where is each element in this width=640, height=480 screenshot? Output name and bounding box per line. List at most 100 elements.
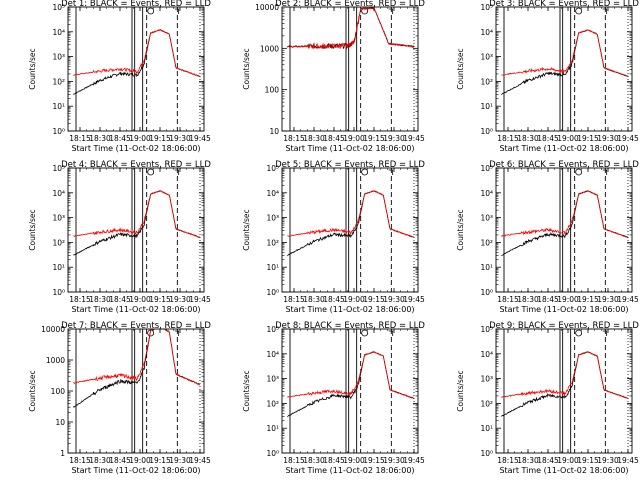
y-tick-label: 10¹ [266, 424, 279, 433]
y-axis-label: Counts/sec [456, 209, 465, 250]
x-tick-label: 18:15 [497, 134, 519, 143]
x-tick-label: 18:15 [283, 134, 305, 143]
plot-frame [495, 6, 633, 132]
x-axis-label: Start Time (11-Oct-02 18:06:00) [285, 466, 414, 475]
y-tick-label: 100 [51, 387, 66, 396]
saturation-marker [361, 329, 369, 337]
attenuator-marker [602, 330, 608, 336]
events-series-line [286, 7, 415, 50]
x-tick-label: 19:45 [617, 295, 639, 304]
x-tick-label: 19:00 [557, 295, 579, 304]
y-tick-label: 10 [269, 127, 279, 136]
lld-series-line [501, 29, 629, 77]
y-axis-label: Counts/sec [28, 209, 37, 250]
event-markers [75, 168, 201, 292]
y-tick-label: 10² [52, 238, 65, 247]
plot-title: Det 4: BLACK = Events, RED = LLD [61, 160, 211, 170]
y-tick-label: 10³ [266, 375, 279, 384]
lld-series-line [501, 190, 628, 238]
plot-panel-1: Det 1: BLACK = Events, RED = LLD 10⁰ 10¹ 10… [28, 0, 211, 153]
plot-panel-2: Det 2: BLACK = Events, RED = LLD 10 100 100… [242, 0, 425, 153]
y-tick-label: 10⁴ [480, 28, 493, 37]
plot-title: Det 6: BLACK = Events, RED = LLD [489, 160, 639, 170]
x-tick-label: 18:30 [303, 456, 325, 465]
y-tick-label: 10⁴ [480, 189, 493, 198]
x-tick-label: 18:15 [283, 295, 305, 304]
y-tick-label: 10⁴ [266, 350, 279, 359]
x-axis-label: Start Time (11-Oct-02 18:06:00) [499, 305, 628, 314]
x-tick-label: 19:15 [577, 134, 599, 143]
attenuator-marker [388, 330, 394, 336]
y-tick-label: 10³ [480, 53, 493, 62]
saturation-marker [575, 168, 583, 176]
y-axis-label: Counts/sec [456, 370, 465, 411]
events-series-line [73, 29, 200, 95]
x-tick-label: 18:30 [303, 134, 325, 143]
x-tick-label: 19:00 [557, 134, 579, 143]
event-markers [289, 168, 415, 292]
y-axis-label: Counts/sec [242, 48, 251, 89]
y-tick-label: 10² [52, 77, 65, 86]
x-tick-label: 18:15 [69, 134, 91, 143]
saturation-marker [147, 7, 155, 15]
event-markers [75, 329, 201, 453]
x-tick-label: 19:45 [189, 295, 211, 304]
x-tick-label: 19:30 [383, 456, 405, 465]
plot-frame [281, 6, 419, 132]
plot-frame [281, 328, 419, 454]
x-tick-label: 19:45 [403, 456, 425, 465]
y-tick-label: 10⁰ [480, 127, 493, 136]
x-tick-label: 18:15 [283, 456, 305, 465]
x-tick-label: 18:45 [323, 456, 345, 465]
y-tick-label: 1 [60, 449, 65, 458]
y-tick-label: 10¹ [480, 102, 493, 111]
y-tick-label: 10⁵ [480, 3, 493, 12]
plot-frame [67, 328, 205, 454]
x-tick-label: 18:15 [497, 456, 519, 465]
attenuator-marker [602, 8, 608, 14]
y-tick-label: 10¹ [52, 263, 65, 272]
x-tick-label: 19:30 [169, 456, 191, 465]
y-tick-label: 10⁵ [52, 164, 65, 173]
x-tick-label: 18:45 [109, 134, 131, 143]
series-group [287, 351, 414, 418]
lld-series-line [73, 190, 200, 238]
y-tick-label: 10⁰ [266, 449, 279, 458]
y-tick-label: 10³ [480, 375, 493, 384]
x-tick-label: 19:00 [557, 456, 579, 465]
series-group [73, 29, 200, 95]
y-tick-label: 10¹ [52, 102, 65, 111]
y-tick-label: 10² [480, 238, 493, 247]
y-tick-label: 10⁴ [52, 28, 65, 37]
y-tick-label: 10¹ [480, 424, 493, 433]
x-tick-label: 19:00 [129, 456, 151, 465]
y-tick-label: 10⁰ [266, 288, 279, 297]
attenuator-marker [174, 8, 180, 14]
x-tick-label: 19:00 [343, 456, 365, 465]
saturation-marker [361, 168, 369, 176]
series-group [72, 329, 200, 408]
x-tick-label: 18:30 [89, 295, 111, 304]
x-tick-label: 19:45 [403, 295, 425, 304]
x-tick-label: 19:15 [363, 295, 385, 304]
x-tick-label: 19:30 [383, 295, 405, 304]
plot-title: Det 9: BLACK = Events, RED = LLD [489, 321, 639, 331]
y-axis-label: Counts/sec [28, 48, 37, 89]
y-tick-label: 10⁴ [266, 189, 279, 198]
events-series-line [72, 329, 200, 408]
series-group [501, 351, 628, 417]
x-tick-label: 19:15 [577, 295, 599, 304]
events-series-line [287, 351, 414, 418]
y-tick-label: 10³ [52, 214, 65, 223]
plot-title: Det 7: BLACK = Events, RED = LLD [61, 321, 211, 331]
x-tick-label: 18:30 [517, 134, 539, 143]
x-axis-label: Start Time (11-Oct-02 18:06:00) [499, 466, 628, 475]
y-tick-label: 10⁴ [480, 350, 493, 359]
attenuator-marker [602, 169, 608, 175]
y-tick-label: 10³ [52, 53, 65, 62]
event-markers [503, 7, 629, 131]
y-tick-label: 10⁵ [480, 164, 493, 173]
y-tick-label: 1000 [260, 44, 279, 53]
y-tick-label: 10000 [255, 3, 279, 12]
